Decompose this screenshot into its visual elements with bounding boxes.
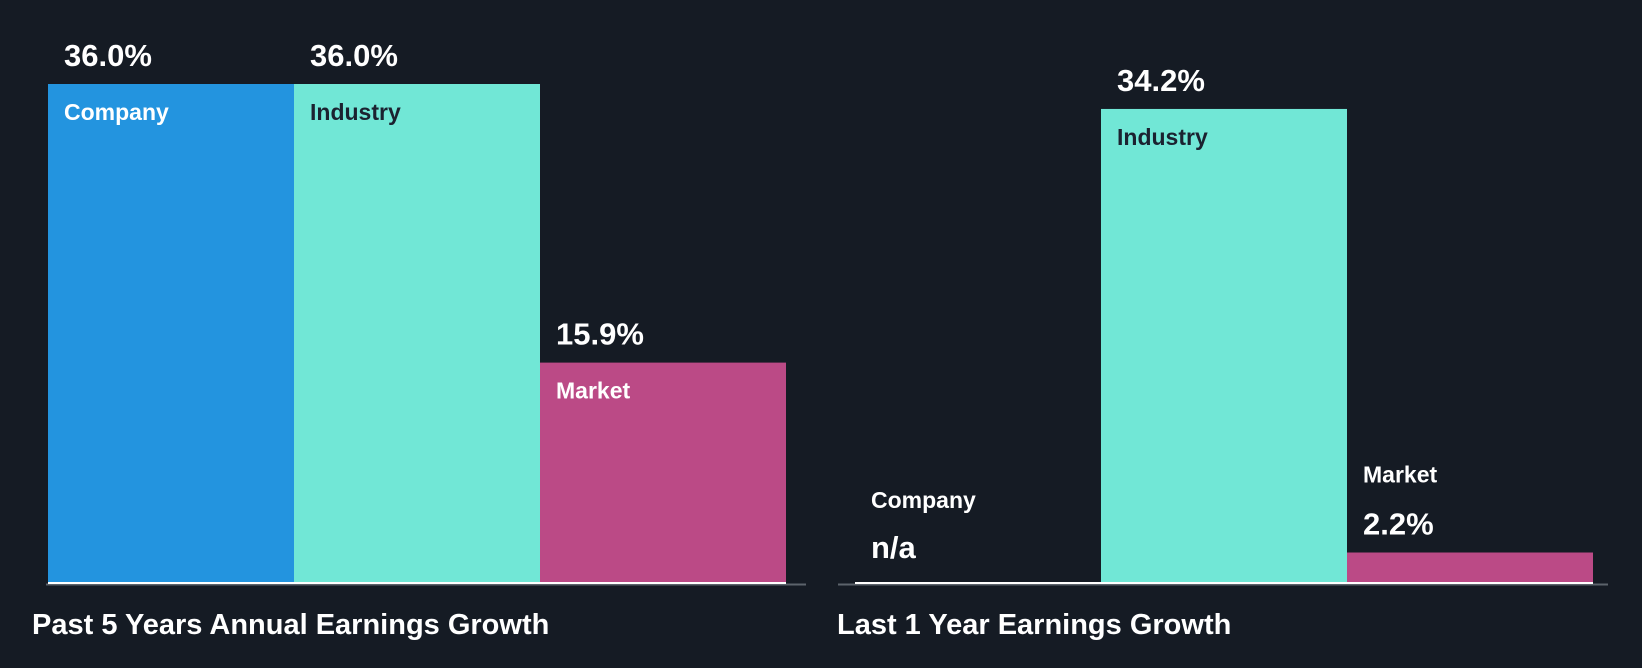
chart-title-last-1y: Last 1 Year Earnings Growth <box>837 609 1231 641</box>
past-5-years-panel: 36.0% Company 36.0% Industry 15.9% Market Past… <box>32 38 806 641</box>
bar-past-5y-company <box>48 84 294 583</box>
category-label-past-5y-market: Market <box>556 378 630 404</box>
value-label-past-5y-market: 15.9% <box>556 317 644 352</box>
category-label-last-1y-company: Company <box>871 487 976 513</box>
bar-past-5y-market <box>540 362 786 583</box>
last-1-year-panel: n/a Company 34.2% Industry 2.2% Market Last 1 … <box>837 63 1608 641</box>
value-label-last-1y-company: n/a <box>871 530 917 565</box>
category-label-past-5y-industry: Industry <box>310 99 401 125</box>
bar-last-1y-industry <box>1101 108 1347 583</box>
category-label-last-1y-market: Market <box>1363 462 1437 488</box>
bar-past-5y-industry <box>294 84 540 583</box>
category-label-last-1y-industry: Industry <box>1117 124 1208 150</box>
value-label-past-5y-company: 36.0% <box>64 38 152 73</box>
bar-last-1y-market <box>1347 552 1593 583</box>
category-label-past-5y-company: Company <box>64 99 169 125</box>
value-label-last-1y-industry: 34.2% <box>1117 63 1205 98</box>
value-label-last-1y-market: 2.2% <box>1363 507 1434 542</box>
value-label-past-5y-industry: 36.0% <box>310 38 398 73</box>
chart-title-past-5y: Past 5 Years Annual Earnings Growth <box>32 609 549 641</box>
